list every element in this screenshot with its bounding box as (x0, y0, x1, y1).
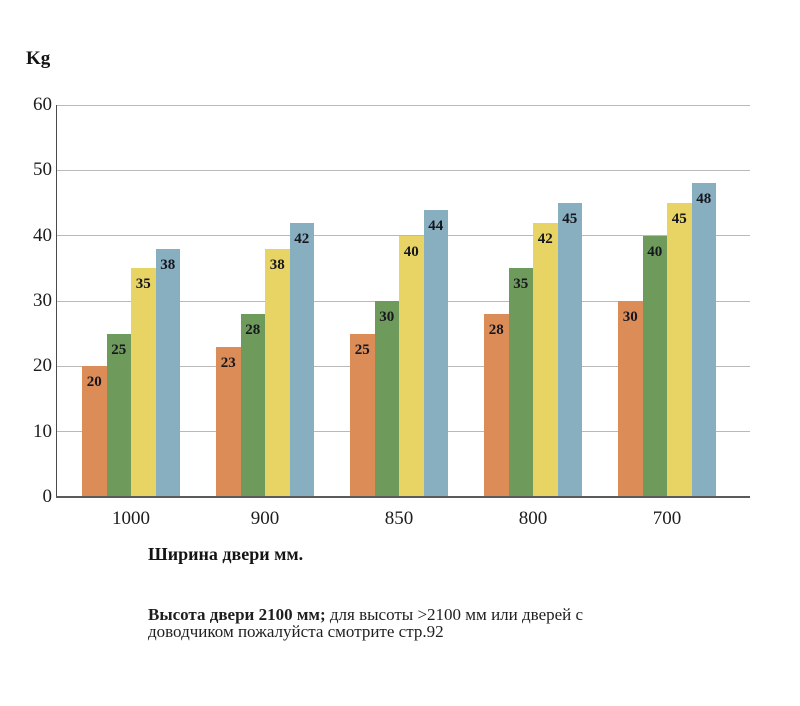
bar-value-label: 38 (269, 256, 285, 273)
bar-value-label: 23 (220, 354, 236, 371)
footnote-text-line2: доводчиком пожалуйста смотрите стр.92 (148, 622, 444, 641)
bar-value-label: 48 (696, 191, 712, 208)
bar-blue: 42 (289, 222, 314, 497)
bar-value-label: 25 (354, 341, 370, 358)
gridline-50 (57, 169, 750, 171)
bar-orange: 30 (618, 301, 643, 497)
bar-value-label: 42 (294, 230, 310, 247)
bar-blue: 45 (557, 203, 582, 497)
y-tick-label-0: 0 (42, 486, 53, 507)
x-category-label-1000: 1000 (112, 508, 150, 529)
y-tick-label-30: 30 (33, 290, 52, 311)
y-tick-label-40: 40 (33, 224, 52, 246)
bar-green: 30 (374, 301, 399, 497)
bar-value-label: 35 (513, 276, 529, 293)
bar-value-label: 30 (622, 309, 638, 325)
bar-orange: 20 (82, 366, 107, 497)
bar-green: 28 (240, 314, 265, 497)
bar-value-label: 30 (379, 309, 395, 325)
bar-yellow: 38 (265, 248, 290, 497)
bar-value-label: 45 (671, 211, 687, 227)
footnote-bold-text: Высота двери 2100 мм; (148, 605, 326, 624)
bar-green: 35 (508, 268, 533, 497)
bar-orange: 23 (216, 346, 241, 497)
bar-yellow: 40 (399, 235, 424, 497)
bar-value-label: 40 (403, 243, 419, 260)
bar-orange: 25 (350, 333, 375, 497)
y-tick-label-10: 10 (33, 420, 52, 442)
bar-blue: 48 (691, 183, 716, 497)
y-tick-label-20: 20 (33, 355, 52, 377)
bar-value-label: 38 (160, 256, 176, 273)
x-category-label-700: 700 (652, 508, 682, 529)
x-category-label-900: 900 (250, 508, 280, 529)
bar-green: 25 (106, 333, 131, 497)
bar-blue: 44 (423, 209, 448, 497)
bar-value-label: 28 (245, 322, 261, 339)
y-tick-label-50: 50 (33, 159, 52, 181)
x-category-label-850: 850 (384, 508, 414, 529)
x-axis-title: Ширина двери мм. (148, 544, 304, 564)
x-axis-line (56, 496, 750, 498)
bar-yellow: 45 (667, 203, 692, 497)
footnote: Высота двери 2100 мм; для высоты >2100 м… (148, 606, 583, 640)
bar-value-label: 44 (428, 217, 444, 234)
bar-value-label: 42 (537, 230, 553, 247)
bar-yellow: 35 (131, 268, 156, 497)
bar-blue: 38 (155, 248, 180, 497)
bar-value-label: 28 (488, 322, 504, 339)
bar-green: 40 (642, 235, 667, 497)
y-axis-line (56, 105, 57, 497)
bar-value-label: 25 (111, 341, 127, 358)
bar-yellow: 42 (533, 222, 558, 497)
x-category-label-800: 800 (518, 508, 548, 529)
bar-value-label: 20 (86, 374, 102, 391)
bar-value-label: 45 (562, 211, 578, 227)
y-tick-label-60: 60 (33, 94, 52, 115)
footnote-text-line1: для высоты >2100 мм или дверей с (325, 605, 584, 624)
bar-value-label: 35 (135, 276, 151, 293)
y-axis-unit-label: Kg (26, 48, 51, 69)
bar-value-label: 40 (647, 243, 663, 260)
gridline-60 (57, 104, 750, 106)
bar-orange: 28 (484, 314, 509, 497)
